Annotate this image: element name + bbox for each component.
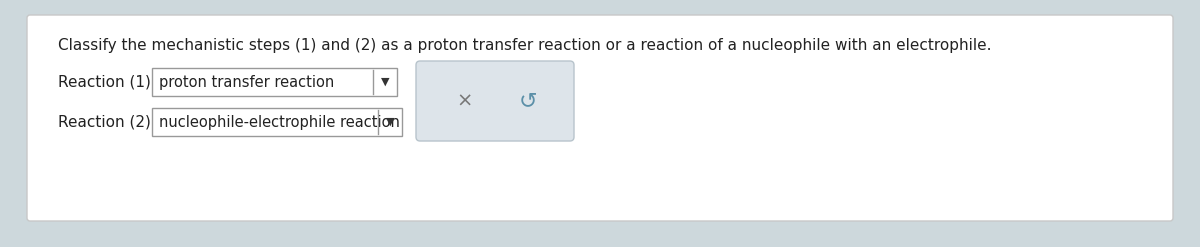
Text: ×: × — [457, 91, 473, 110]
Text: Reaction (2):: Reaction (2): — [58, 115, 156, 129]
Text: ↺: ↺ — [518, 91, 538, 111]
Text: proton transfer reaction: proton transfer reaction — [158, 75, 335, 89]
Text: ▼: ▼ — [380, 77, 389, 87]
Text: Classify the mechanistic steps (1) and (2) as a proton transfer reaction or a re: Classify the mechanistic steps (1) and (… — [58, 38, 991, 53]
Text: ▼: ▼ — [385, 117, 395, 127]
FancyBboxPatch shape — [152, 108, 402, 136]
Text: Reaction (1):: Reaction (1): — [58, 75, 156, 89]
FancyBboxPatch shape — [28, 15, 1174, 221]
FancyBboxPatch shape — [416, 61, 574, 141]
FancyBboxPatch shape — [152, 68, 397, 96]
Text: nucleophile-electrophile reaction: nucleophile-electrophile reaction — [158, 115, 400, 129]
